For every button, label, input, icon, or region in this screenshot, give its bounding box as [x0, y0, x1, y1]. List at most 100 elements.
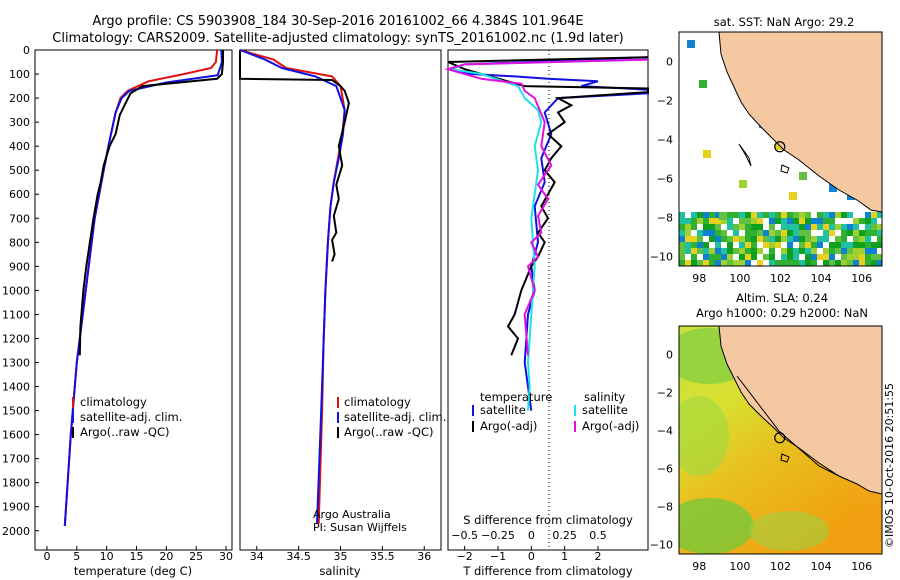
sst-cell: [745, 260, 751, 266]
sst-cell: [817, 236, 823, 242]
sst-cell: [679, 260, 685, 266]
sst-cell: [699, 80, 707, 88]
x-tick-label: 5: [73, 550, 80, 563]
sst-cell: [859, 230, 865, 236]
sst-cell: [859, 218, 865, 224]
sst-cell: [733, 230, 739, 236]
sst-cell: [847, 212, 853, 218]
temperature-xlabel: temperature (deg C): [74, 564, 192, 578]
sst-cell: [805, 218, 811, 224]
sst-cell: [835, 248, 841, 254]
sst-cell: [841, 230, 847, 236]
longitude-tick-label: 100: [729, 272, 750, 285]
depth-tick-label: 100: [9, 68, 30, 81]
sst-cell: [685, 224, 691, 230]
sst-cell: [751, 242, 757, 248]
sst-cell: [817, 242, 823, 248]
sst-cell: [805, 224, 811, 230]
sst-cell: [709, 236, 715, 242]
depth-tick-label: 200: [9, 92, 30, 105]
sst-cell: [691, 218, 697, 224]
sst-cell: [811, 242, 817, 248]
sst-cell: [793, 248, 799, 254]
sst-cell: [781, 212, 787, 218]
sst-cell: [871, 230, 877, 236]
island-outline: [738, 143, 752, 167]
sst-cell: [739, 254, 745, 260]
sst-cell: [739, 248, 745, 254]
sst-cell: [697, 248, 703, 254]
sst-cell: [823, 230, 829, 236]
sst-cell: [793, 218, 799, 224]
longitude-tick-labels: 98 100 102 104 106: [692, 560, 872, 573]
sst-cell: [859, 236, 865, 242]
longitude-tick-label: 102: [770, 272, 791, 285]
sst-cell: [715, 224, 721, 230]
sst-cell: [727, 218, 733, 224]
sst-cell: [829, 254, 835, 260]
x-tick-label: 35: [334, 550, 348, 563]
sst-cell: [715, 254, 721, 260]
sst-cell: [789, 192, 797, 200]
sst-cell: [811, 254, 817, 260]
legend-label-t-satellite: satellite: [480, 403, 526, 417]
sst-cell: [841, 236, 847, 242]
sst-cell: [781, 248, 787, 254]
sst-cell: [775, 242, 781, 248]
sst-cell: [805, 230, 811, 236]
latitude-tick-label: −4: [657, 133, 673, 146]
sst-cell: [709, 224, 715, 230]
sst-cell: [877, 254, 882, 260]
series-line-argo-raw-qc-: [239, 50, 350, 262]
sst-cell: [727, 260, 733, 266]
sst-cell: [679, 236, 685, 242]
sst-cell: [799, 212, 805, 218]
sst-cell: [745, 212, 751, 218]
x-tick-label: 10: [100, 550, 114, 563]
sst-cell: [757, 224, 763, 230]
sst-cell: [709, 260, 715, 266]
sst-cell: [775, 142, 783, 150]
sst-cell: [841, 260, 847, 266]
depth-tick-label: 1300: [2, 357, 30, 370]
sst-cell: [703, 212, 709, 218]
sst-cell: [811, 218, 817, 224]
x-tick-label: 15: [129, 550, 143, 563]
sst-cell: [679, 224, 685, 230]
sst-cell: [877, 212, 882, 218]
sst-cell: [871, 260, 877, 266]
sst-cell: [787, 224, 793, 230]
sst-cell: [793, 260, 799, 266]
sst-cell: [787, 242, 793, 248]
sst-cell: [829, 242, 835, 248]
sst-cell: [859, 254, 865, 260]
sla-map-plot: [679, 326, 882, 554]
longitude-tick-label: 106: [851, 560, 872, 573]
sst-cell: [733, 224, 739, 230]
sst-cell: [739, 180, 747, 188]
sst-cell: [727, 248, 733, 254]
sst-cell: [829, 248, 835, 254]
sst-cell: [859, 260, 865, 266]
sst-cell: [757, 212, 763, 218]
sst-cell: [733, 248, 739, 254]
island-outline: [780, 164, 790, 174]
latitude-tick-label: −8: [657, 501, 673, 514]
x-tick-label: 25: [189, 550, 203, 563]
sst-cell: [739, 224, 745, 230]
depth-tick-label: 1500: [2, 405, 30, 418]
sst-cell: [727, 212, 733, 218]
sst-cell: [787, 230, 793, 236]
difference-series: [444, 56, 649, 411]
sst-cell: [823, 218, 829, 224]
temperature-tick-labels: 0 5 10 15 20 25 30: [43, 546, 233, 563]
legend-label-t-argo: Argo(-adj): [480, 419, 537, 433]
depth-tick-label: 900: [9, 260, 30, 273]
sst-cell: [841, 248, 847, 254]
sst-cell: [715, 230, 721, 236]
sst-cell: [787, 212, 793, 218]
depth-tick-label: 1700: [2, 453, 30, 466]
legend-group-temperature: temperature: [480, 390, 552, 404]
sst-cell: [853, 224, 859, 230]
sst-cell: [703, 260, 709, 266]
